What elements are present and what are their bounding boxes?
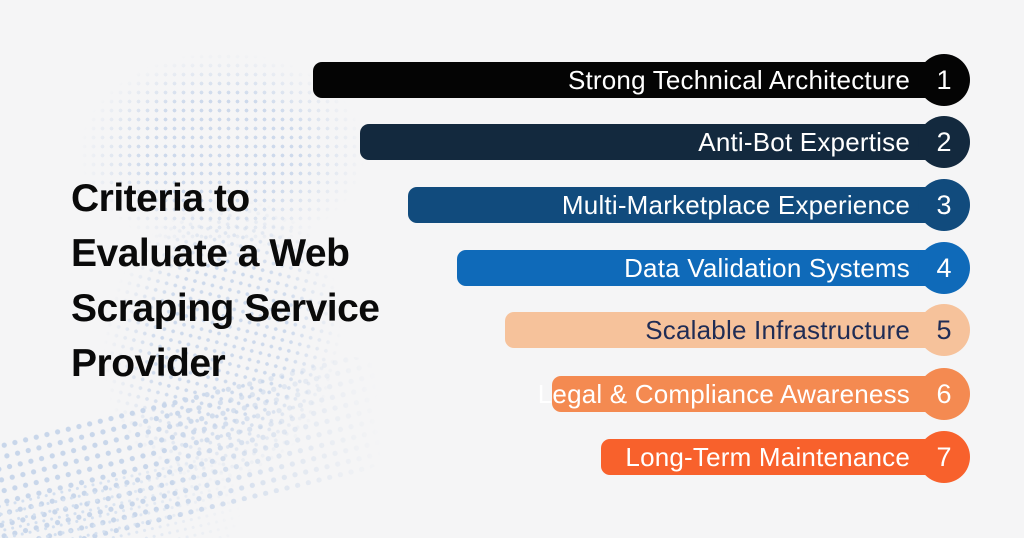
rank-badge: 2: [918, 116, 970, 168]
criterion-row: Legal & Compliance Awareness 6: [538, 368, 970, 420]
criterion-bar: Scalable Infrastructure: [505, 312, 950, 348]
criterion-bar: Multi-Marketplace Experience: [408, 187, 950, 223]
rank-number: 6: [936, 378, 952, 409]
rank-number: 5: [936, 314, 952, 345]
rank-number: 4: [936, 252, 952, 283]
criterion-label: Data Validation Systems: [624, 253, 910, 283]
page-title-line-3: Scraping Service: [71, 287, 380, 330]
criterion-row: Long-Term Maintenance 7: [601, 431, 970, 483]
criterion-label: Legal & Compliance Awareness: [537, 379, 910, 409]
page-title-line-4: Provider: [71, 342, 226, 385]
criterion-label: Long-Term Maintenance: [625, 442, 910, 472]
page-title-line-2: Evaluate a Web: [71, 232, 350, 275]
rank-badge: 6: [918, 368, 970, 420]
rank-number: 1: [936, 64, 952, 95]
criterion-row: Strong Technical Architecture 1: [313, 54, 970, 106]
criterion-label: Anti-Bot Expertise: [698, 127, 910, 157]
rank-number: 2: [936, 126, 952, 157]
page-title-line-1: Criteria to: [71, 177, 250, 220]
rank-badge: 4: [918, 242, 970, 294]
page-title: Criteria to Evaluate a Web Scraping Serv…: [71, 171, 451, 391]
criterion-row: Data Validation Systems 4: [457, 242, 970, 294]
criterion-bar: Strong Technical Architecture: [313, 62, 950, 98]
criterion-bar: Anti-Bot Expertise: [360, 124, 950, 160]
criterion-label: Multi-Marketplace Experience: [561, 190, 910, 220]
criterion-row: Scalable Infrastructure 5: [505, 304, 970, 356]
halftone-pattern-corner-patch: [0, 447, 257, 538]
rank-badge: 1: [918, 54, 970, 106]
rank-badge: 5: [918, 304, 970, 356]
rank-badge: 7: [918, 431, 970, 483]
criterion-label: Strong Technical Architecture: [567, 65, 910, 95]
criterion-row: Multi-Marketplace Experience 3: [408, 179, 970, 231]
criterion-label: Scalable Infrastructure: [645, 315, 910, 345]
rank-badge: 3: [918, 179, 970, 231]
criterion-bar: Long-Term Maintenance: [601, 439, 950, 475]
criterion-bar: Legal & Compliance Awareness: [538, 376, 950, 412]
rank-number: 7: [936, 441, 952, 472]
criterion-row: Anti-Bot Expertise 2: [360, 116, 970, 168]
rank-number: 3: [936, 189, 952, 220]
criterion-bar: Data Validation Systems: [457, 250, 950, 286]
